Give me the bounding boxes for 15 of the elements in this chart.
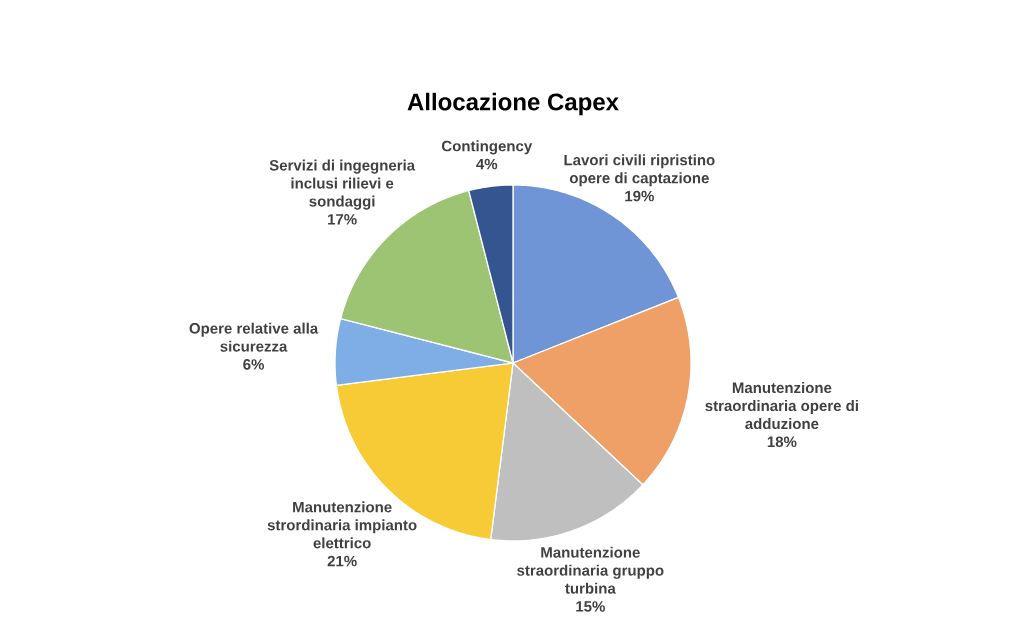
chart-title: Allocazione Capex: [407, 92, 619, 116]
data-label: 17%: [328, 214, 357, 225]
slice-label: Servizi di ingegneria inclusi rilievi e sondaggi: [269, 159, 416, 210]
slice-label: Manutenzione straordinaria gruppo turbina: [517, 546, 664, 594]
data-label: 21%: [327, 555, 357, 567]
data-label: 19%: [625, 190, 654, 202]
slice-label: Lavori civili ripristino opere di captazione: [564, 154, 715, 187]
data-label: 15%: [576, 601, 605, 612]
slice-label: Manutenzione strordinaria impianto elettrico: [267, 501, 417, 549]
data-label: 6%: [243, 359, 265, 370]
slice-label: Manutenzione straordinaria opere di adduzione: [705, 382, 858, 430]
data-label: 18%: [767, 436, 797, 448]
slice-label: Contingency: [441, 140, 533, 155]
data-label: 4%: [476, 158, 498, 170]
slice-label: Opere relative alla sicurezza: [189, 322, 319, 352]
